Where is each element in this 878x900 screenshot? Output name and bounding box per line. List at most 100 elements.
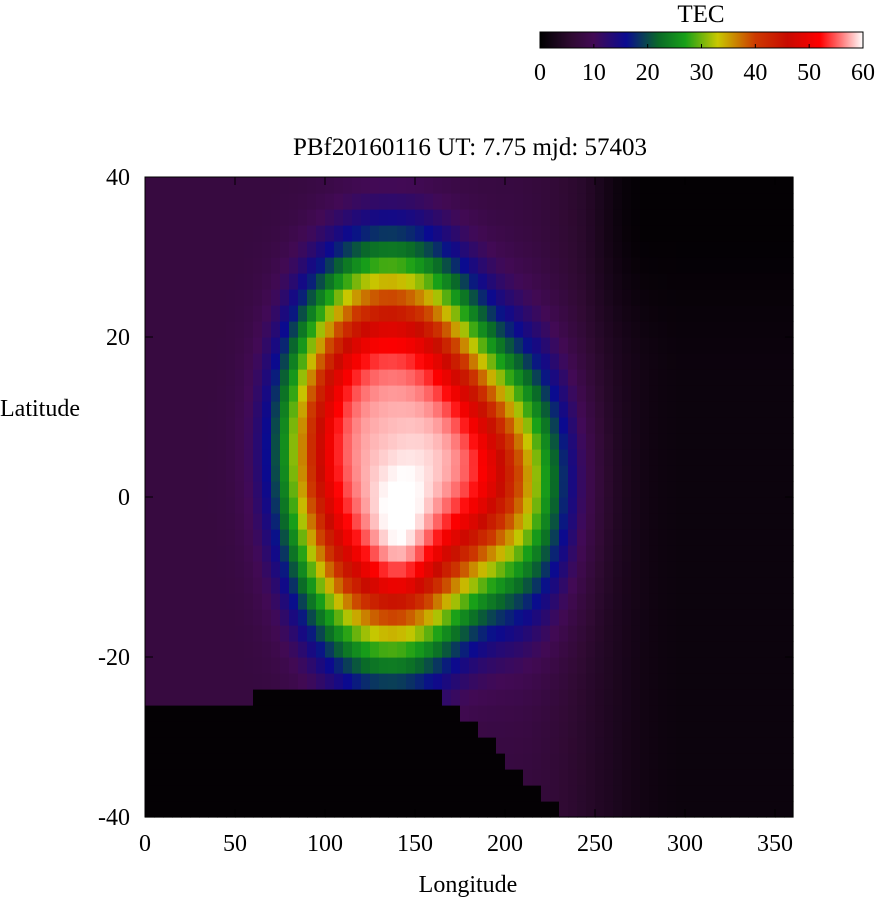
heatmap-cell: [172, 561, 182, 578]
heatmap-cell: [334, 305, 344, 322]
heatmap-cell: [631, 609, 641, 626]
heatmap-cell: [271, 433, 281, 450]
heatmap-cell: [235, 625, 245, 642]
heatmap-cell: [406, 417, 416, 434]
heatmap-cell: [307, 577, 317, 594]
heatmap-cell: [559, 529, 569, 546]
heatmap-cell: [568, 641, 578, 658]
heatmap-cell: [577, 225, 587, 242]
heatmap-cell: [613, 737, 623, 754]
heatmap-cell: [460, 465, 470, 482]
heatmap-cell: [361, 289, 371, 306]
heatmap-cell: [532, 321, 542, 338]
heatmap-cell: [343, 193, 353, 210]
heatmap-cell: [640, 257, 650, 274]
heatmap-cell: [523, 401, 533, 418]
heatmap-cell: [631, 737, 641, 754]
heatmap-cell: [586, 545, 596, 562]
heatmap-cell: [577, 753, 587, 770]
heatmap-cell: [388, 177, 398, 194]
heatmap-cell: [640, 321, 650, 338]
heatmap-cell: [271, 401, 281, 418]
heatmap-cell: [730, 801, 740, 818]
heatmap-cell: [208, 801, 218, 818]
heatmap-cell: [514, 737, 524, 754]
heatmap-cell: [541, 753, 551, 770]
heatmap-cell: [784, 177, 794, 194]
heatmap-cell: [271, 529, 281, 546]
heatmap-cell: [361, 481, 371, 498]
heatmap-cell: [289, 481, 299, 498]
heatmap-cell: [406, 625, 416, 642]
heatmap-cell: [379, 561, 389, 578]
heatmap-cell: [388, 289, 398, 306]
heatmap-cell: [613, 673, 623, 690]
heatmap-cell: [271, 785, 281, 802]
heatmap-cell: [649, 353, 659, 370]
heatmap-cell: [154, 241, 164, 258]
heatmap-cell: [748, 273, 758, 290]
heatmap-cell: [739, 209, 749, 226]
heatmap-cell: [586, 305, 596, 322]
heatmap-cell: [730, 337, 740, 354]
heatmap-cell: [325, 273, 335, 290]
heatmap-cell: [676, 689, 686, 706]
heatmap-cell: [739, 257, 749, 274]
heatmap-cell: [523, 561, 533, 578]
heatmap-cell: [649, 209, 659, 226]
heatmap-cell: [370, 641, 380, 658]
heatmap-cell: [325, 481, 335, 498]
heatmap-cell: [640, 289, 650, 306]
heatmap-cell: [271, 273, 281, 290]
heatmap-cell: [541, 769, 551, 786]
heatmap-cell: [622, 625, 632, 642]
heatmap-cell: [559, 209, 569, 226]
heatmap-cell: [271, 257, 281, 274]
heatmap-cell: [685, 721, 695, 738]
heatmap-cell: [613, 353, 623, 370]
heatmap-cell: [658, 257, 668, 274]
heatmap-cell: [739, 289, 749, 306]
heatmap-cell: [199, 481, 209, 498]
heatmap-cell: [631, 481, 641, 498]
heatmap-cell: [442, 753, 452, 770]
heatmap-cell: [163, 289, 173, 306]
heatmap-cell: [532, 465, 542, 482]
heatmap-cell: [685, 705, 695, 722]
heatmap-cell: [514, 673, 524, 690]
heatmap-cell: [739, 481, 749, 498]
heatmap-cell: [613, 769, 623, 786]
heatmap-cell: [172, 545, 182, 562]
heatmap-cell: [172, 273, 182, 290]
heatmap-cell: [460, 241, 470, 258]
y-tick-label: -40: [98, 805, 130, 831]
heatmap-cell: [460, 273, 470, 290]
heatmap-cell: [208, 769, 218, 786]
heatmap-cell: [550, 241, 560, 258]
heatmap-cell: [325, 657, 335, 674]
heatmap-cell: [712, 721, 722, 738]
heatmap-cell: [631, 801, 641, 818]
heatmap-cell: [361, 705, 371, 722]
heatmap-cell: [451, 785, 461, 802]
heatmap-cell: [586, 209, 596, 226]
heatmap-cell: [784, 449, 794, 466]
heatmap-cell: [586, 289, 596, 306]
heatmap-cell: [406, 337, 416, 354]
heatmap-cell: [622, 769, 632, 786]
heatmap-cell: [658, 513, 668, 530]
heatmap-cell: [181, 177, 191, 194]
heatmap-cell: [334, 241, 344, 258]
heatmap-cell: [694, 209, 704, 226]
heatmap-cell: [676, 801, 686, 818]
heatmap-cell: [676, 593, 686, 610]
heatmap-cell: [730, 369, 740, 386]
heatmap-cell: [298, 625, 308, 642]
heatmap-cell: [397, 577, 407, 594]
heatmap-cell: [757, 513, 767, 530]
heatmap-cell: [766, 305, 776, 322]
heatmap-cell: [505, 321, 515, 338]
heatmap-cell: [172, 609, 182, 626]
heatmap-cell: [658, 177, 668, 194]
heatmap-cell: [622, 513, 632, 530]
